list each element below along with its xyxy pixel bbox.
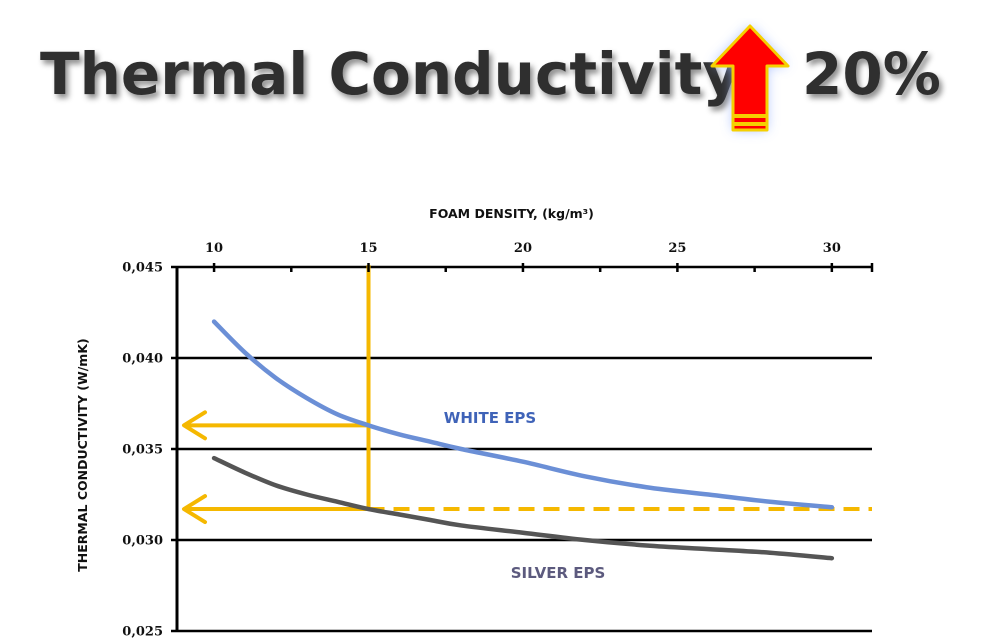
x-axis-title: FOAM DENSITY, (kg/m³) (429, 206, 594, 221)
x-tick-label: 20 (514, 241, 532, 256)
white-eps-arrowhead (182, 410, 207, 441)
chart: 0,025 0,030 0,035 0,040 0,045 10 15 20 25 30 FOAM … (75, 206, 874, 640)
headline: Thermal Conductivity 20% (0, 0, 990, 160)
series-line-white-eps (211, 319, 835, 510)
series-line-silver-eps (211, 455, 835, 561)
up-arrow-icon (710, 24, 790, 132)
series-label-silver-eps: SILVER EPS (511, 564, 606, 582)
y-tick-label: 0,030 (122, 534, 163, 549)
y-tick-label: 0,025 (122, 625, 163, 640)
x-tick-label: 30 (823, 241, 841, 256)
series-label-white-eps: WHITE EPS (444, 409, 536, 427)
x-tick-label: 15 (359, 241, 377, 256)
y-axis-title: THERMAL CONDUCTIVITY (W/mK) (75, 338, 90, 571)
headline-title: Thermal Conductivity (40, 40, 741, 108)
y-tick-label: 0,040 (122, 352, 163, 367)
y-tick-label: 0,045 (122, 261, 163, 276)
silver-eps-arrowhead (182, 494, 207, 525)
headline-change: 20% (802, 40, 941, 108)
y-tick-label: 0,035 (122, 443, 163, 458)
x-tick-label: 25 (668, 241, 686, 256)
x-tick-label: 10 (205, 241, 223, 256)
